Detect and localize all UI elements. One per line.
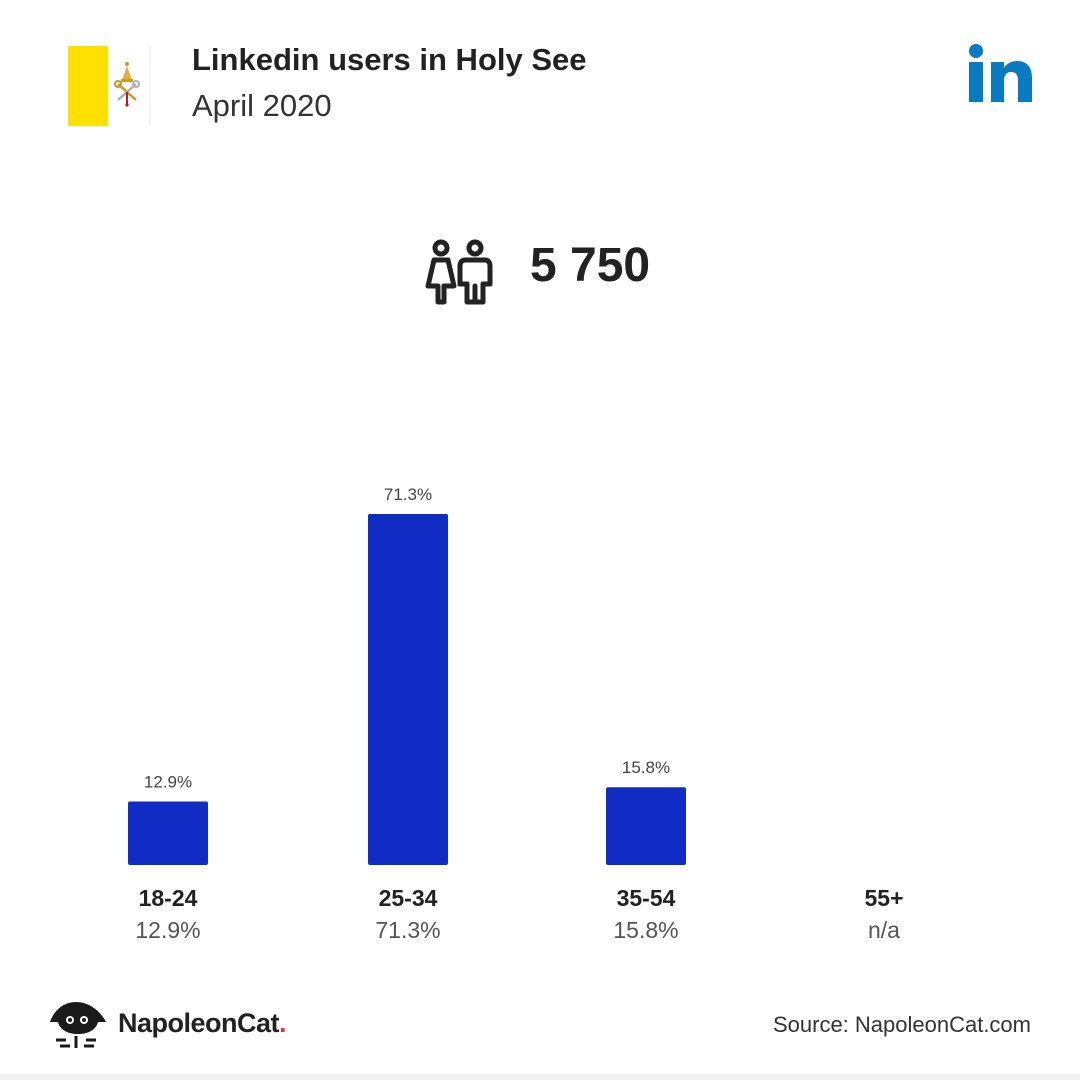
brand-dot: . bbox=[279, 1008, 287, 1038]
brand-name-text: NapoleonCat bbox=[118, 1008, 280, 1038]
chart-subtitle: April 2020 bbox=[192, 88, 332, 123]
category-label: 25-34 bbox=[379, 885, 438, 911]
napoleoncat-logo-icon bbox=[48, 1000, 108, 1055]
category-label: 18-24 bbox=[139, 885, 198, 911]
bottom-strip bbox=[0, 1074, 1080, 1080]
category-label: 55+ bbox=[864, 885, 903, 911]
source-text: Source: NapoleonCat.com bbox=[772, 1012, 1031, 1037]
category-value-label: n/a bbox=[868, 917, 900, 943]
bar-value-label: 71.3% bbox=[384, 485, 432, 504]
category-label: 35-54 bbox=[617, 885, 676, 911]
bar-18-24 bbox=[128, 801, 208, 865]
bar-35-54 bbox=[606, 787, 686, 865]
users-icon bbox=[424, 238, 494, 311]
holy-see-flag-icon bbox=[68, 46, 150, 126]
bar-25-34 bbox=[368, 514, 448, 865]
linkedin-logo-icon bbox=[968, 44, 1034, 109]
category-value-label: 71.3% bbox=[375, 917, 440, 943]
total-users-value: 5 750 bbox=[530, 239, 651, 292]
category-value-label: 15.8% bbox=[613, 917, 678, 943]
napoleoncat-brand-name: NapoleonCat. bbox=[118, 1008, 287, 1039]
bar-value-label: 15.8% bbox=[622, 758, 670, 777]
category-value-label: 12.9% bbox=[135, 917, 200, 943]
bar-value-label: 12.9% bbox=[144, 772, 192, 791]
chart-title: Linkedin users in Holy See bbox=[192, 42, 587, 77]
